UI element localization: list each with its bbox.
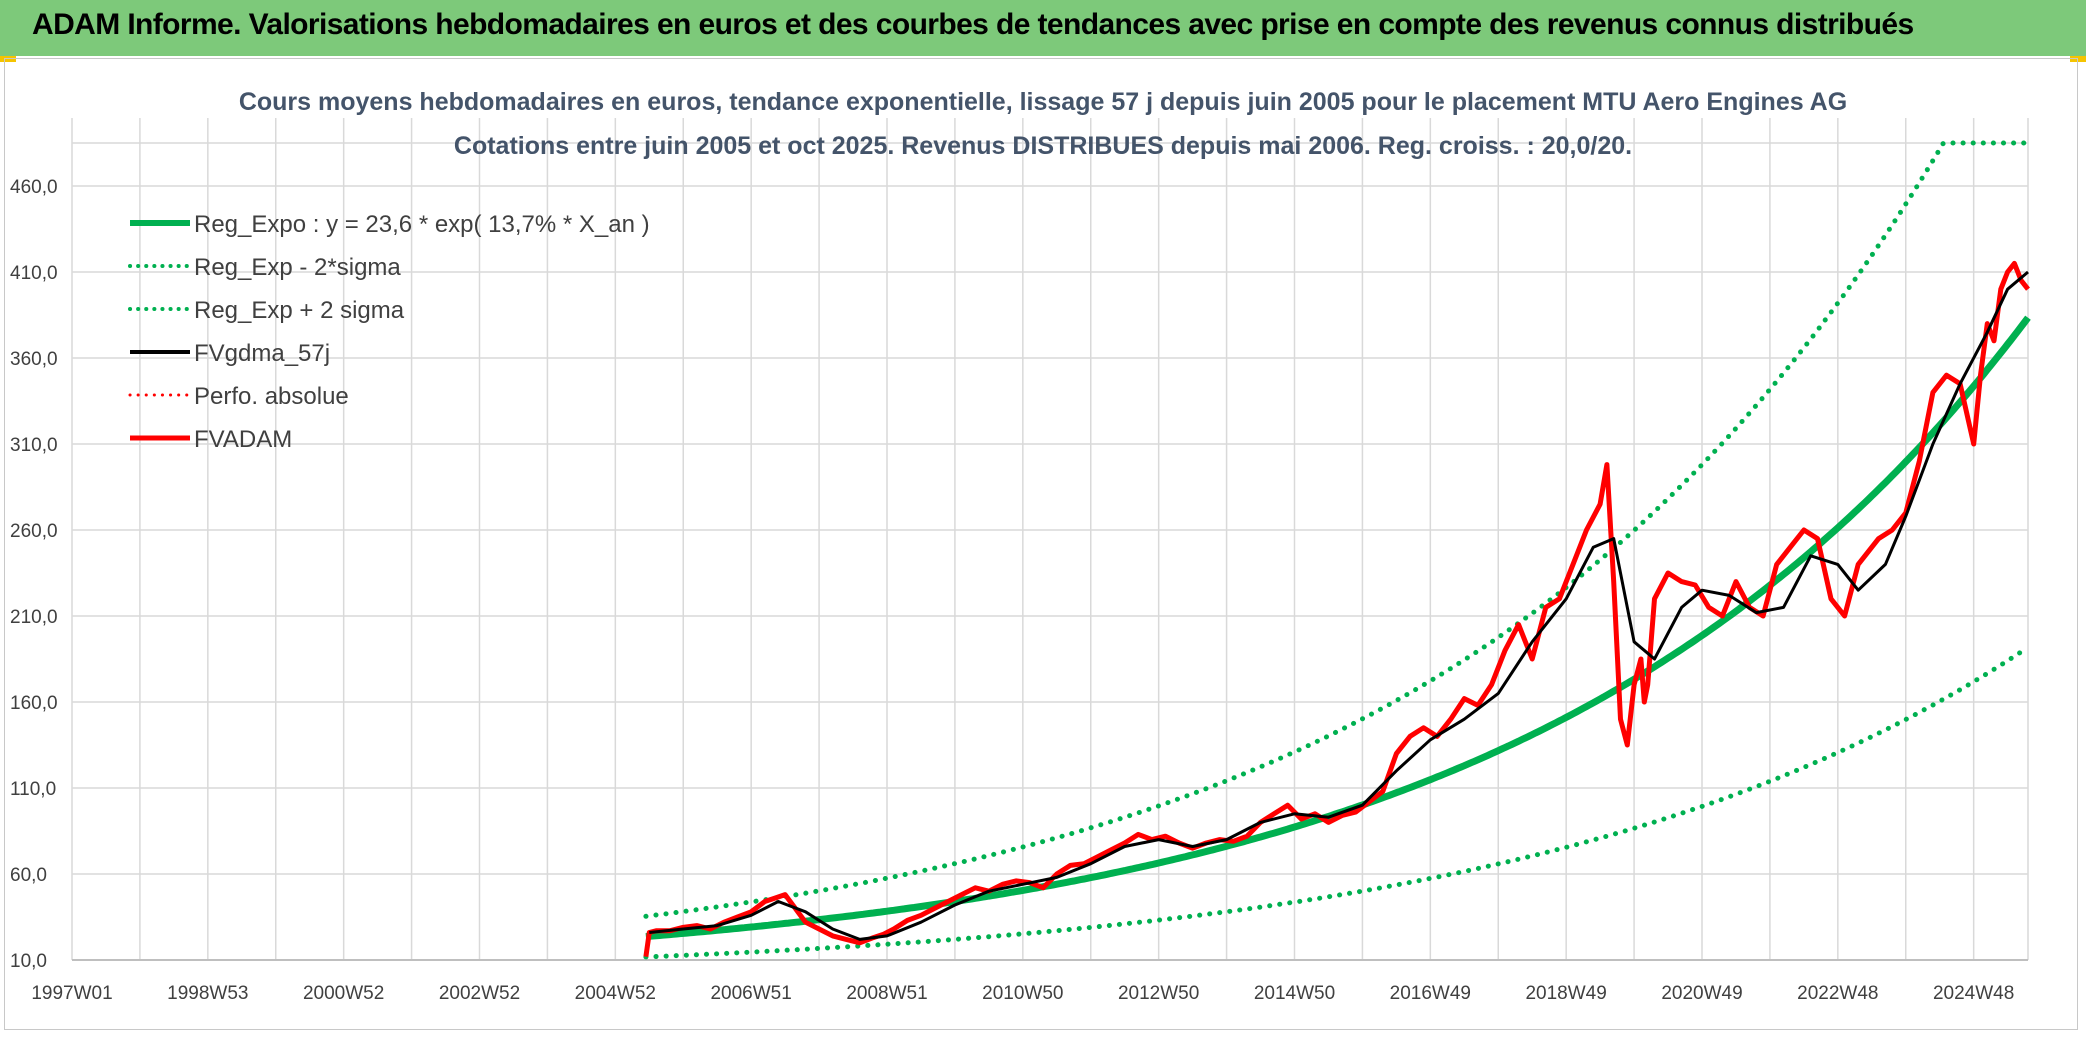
x-tick-label: 1998W53 <box>167 983 248 1004</box>
fvadam-line <box>643 260 2030 957</box>
x-tick-label: 2006W51 <box>710 983 791 1004</box>
reg-expo-line <box>645 315 2031 941</box>
legend-label: FVgdma_57j <box>194 340 330 367</box>
x-tick-label: 2022W48 <box>1797 983 1878 1004</box>
legend: Reg_Expo : y = 23,6 * exp( 13,7% * X_an … <box>128 211 650 453</box>
x-tick-label: 2014W50 <box>1254 983 1335 1004</box>
x-tick-label: 2020W49 <box>1661 983 1742 1004</box>
y-tick-label: 160,0 <box>10 693 58 714</box>
chart-subtitle: Cotations entre juin 2005 et oct 2025. R… <box>454 132 1632 160</box>
y-tick-label: 10,0 <box>10 951 47 972</box>
legend-label: Perfo. absolue <box>194 383 349 410</box>
x-tick-label: 2002W52 <box>439 983 520 1004</box>
legend-label: Reg_Expo : y = 23,6 * exp( 13,7% * X_an … <box>194 211 650 238</box>
y-tick-label: 460,0 <box>10 177 58 198</box>
y-tick-label: 360,0 <box>10 349 58 370</box>
fvgdma-57j-line <box>649 270 2029 941</box>
x-tick-label: 2000W52 <box>303 983 384 1004</box>
y-tick-label: 110,0 <box>10 779 56 800</box>
x-tick-label: 2018W49 <box>1525 983 1606 1004</box>
y-tick-label: 60,0 <box>10 865 47 886</box>
chart-title: Cours moyens hebdomadaires en euros, ten… <box>239 88 1847 116</box>
legend-label: Reg_Exp + 2 sigma <box>194 297 405 324</box>
x-tick-label: 2010W50 <box>982 983 1063 1004</box>
x-tick-label: 2008W51 <box>846 983 927 1004</box>
reg-plus-2sigma-line <box>643 140 2031 919</box>
y-tick-label: 260,0 <box>10 521 58 542</box>
reg-minus-2sigma-line <box>643 644 2031 960</box>
corner-accent <box>2070 56 2086 62</box>
y-tick-label: 410,0 <box>10 263 58 284</box>
corner-accent <box>0 56 16 62</box>
x-tick-label: 2024W48 <box>1933 983 2014 1004</box>
chart-frame <box>4 58 2078 1030</box>
x-tick-label: 1997W01 <box>31 983 112 1004</box>
plot-area <box>643 140 2031 960</box>
legend-label: FVADAM <box>194 426 292 453</box>
y-axis: 460,0 410,0 360,0 310,0 260,0 210,0 160,0 110,0… <box>10 177 58 972</box>
x-tick-label: 2016W49 <box>1390 983 1471 1004</box>
title-banner: ADAM Informe. Valorisations hebdomadaire… <box>0 0 2086 56</box>
legend-label: Reg_Exp - 2*sigma <box>194 254 401 281</box>
y-tick-label: 310,0 <box>10 435 58 456</box>
gridlines <box>71 118 2029 961</box>
x-tick-label: 2012W50 <box>1118 983 1199 1004</box>
report-title: ADAM Informe. Valorisations hebdomadaire… <box>32 8 1914 41</box>
x-axis: 1997W01 1998W53 2000W52 2002W52 2004W52 2006W… <box>31 983 2014 1004</box>
x-tick-label: 2004W52 <box>575 983 656 1004</box>
y-tick-label: 210,0 <box>10 607 58 628</box>
